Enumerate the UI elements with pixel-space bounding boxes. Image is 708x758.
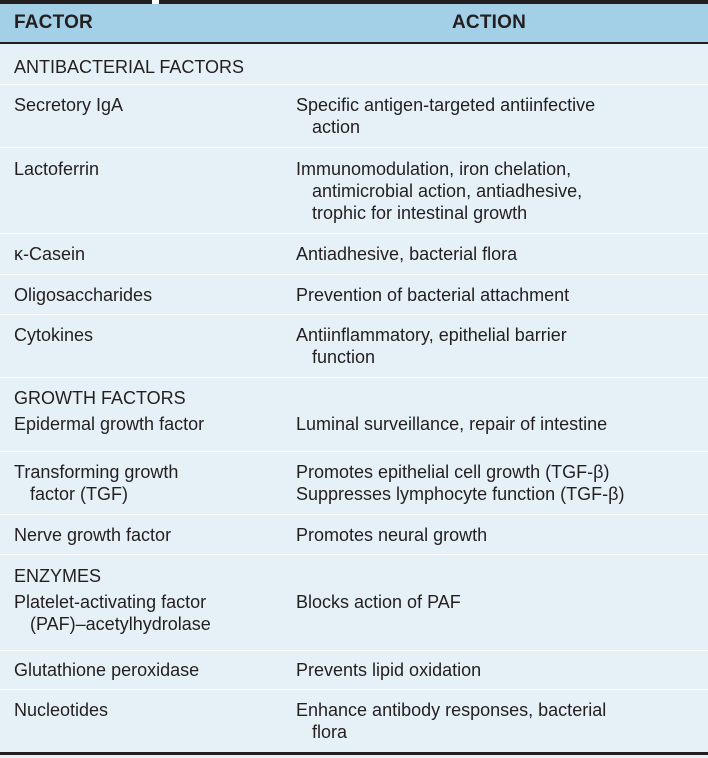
factor-cell: Nerve growth factor [14,524,284,546]
factor-cell: Cytokines [14,324,284,346]
factor-cell: Epidermal growth factor [14,413,284,435]
section-label-growth: GROWTH FACTORS [14,388,186,408]
table-row: Secretory IgA Specific antigen-targeted … [0,85,708,148]
action-cell: Prevents lipid oxidation [296,659,696,681]
action-text: action [312,117,361,137]
table-row: Glutathione peroxidase Prevents lipid ox… [0,651,708,690]
factor-text: Oligosaccharides [14,285,153,305]
action-text: Prevents lipid oxidation [296,660,482,680]
table-row: κ-Casein Antiadhesive, bacterial flora [0,234,708,275]
action-cell: Antiinflammatory, epithelial barrier fun… [296,324,696,368]
section-row-growth: GROWTH FACTORS Epidermal growth factor L… [0,378,708,452]
factor-cell: Nucleotides [14,699,284,721]
factor-text: Secretory IgA [14,95,124,115]
factor-cell: Glutathione peroxidase [14,659,284,681]
action-cell: Promotes neural growth [296,524,696,546]
section-label-enzymes: ENZYMES [14,566,102,586]
action-text: Prevention of bacterial attachment [296,285,570,305]
factor-text: Lactoferrin [14,159,100,179]
action-text: Promotes epithelial cell growth (TGF-β) [296,462,610,482]
factor-text: (PAF)–acetylhydrolase [30,614,211,634]
action-text: antimicrobial action, antiadhesive, [312,181,583,201]
action-cell: Blocks action of PAF [296,591,696,613]
action-text: Antiadhesive, bacterial flora [296,244,518,264]
action-cell: Immunomodulation, iron chelation, antimi… [296,158,696,224]
action-text: Immunomodulation, iron chelation, [296,159,572,179]
table-row: Cytokines Antiinflammatory, epithelial b… [0,315,708,378]
factor-text: Nerve growth factor [14,525,172,545]
action-text: function [312,347,376,367]
factor-cell: Secretory IgA [14,94,284,116]
action-text: Enhance antibody responses, bacterial [296,700,607,720]
action-text: Suppresses lymphocyte function (TGF-β) [296,484,625,504]
factor-text: Cytokines [14,325,94,345]
factor-text: Transforming growth [14,462,179,482]
action-text: Specific antigen-targeted antiinfective [296,95,596,115]
action-text: trophic for intestinal growth [312,203,528,223]
action-cell: Promotes epithelial cell growth (TGF-β) … [296,461,696,505]
section-label-antibacterial: ANTIBACTERIAL FACTORS [14,57,245,77]
table-header: FACTOR ACTION [0,4,708,42]
factor-cell: Transforming growth factor (TGF) [14,461,284,505]
factor-text: Nucleotides [14,700,109,720]
factor-cell: Oligosaccharides [14,284,284,306]
action-cell: Enhance antibody responses, bacterial fl… [296,699,696,743]
action-cell: Specific antigen-targeted antiinfective … [296,94,696,138]
top-rule [0,0,708,4]
header-action: ACTION [452,12,527,33]
header-rule [0,42,708,44]
factor-text: Glutathione peroxidase [14,660,200,680]
table-row: Nucleotides Enhance antibody responses, … [0,690,708,752]
action-text: flora [312,722,348,742]
action-text: Luminal surveillance, repair of intestin… [296,414,608,434]
factor-text: Platelet-activating factor [14,592,207,612]
action-cell: Antiadhesive, bacterial flora [296,243,696,265]
table-row: Lactoferrin Immunomodulation, iron chela… [0,148,708,234]
header-factor: FACTOR [14,12,93,33]
factor-cell: Lactoferrin [14,158,284,180]
table-row: Oligosaccharides Prevention of bacterial… [0,275,708,315]
factor-text: Epidermal growth factor [14,414,205,434]
factor-cell: Platelet-activating factor (PAF)–acetylh… [14,591,284,635]
table-row: Transforming growth factor (TGF) Promote… [0,452,708,515]
factor-cell: κ-Casein [14,243,284,265]
bottom-rule [0,752,708,755]
factor-text: κ-Casein [14,244,86,264]
section-row-antibacterial: ANTIBACTERIAL FACTORS [0,44,708,85]
action-text: Promotes neural growth [296,525,488,545]
section-row-enzymes: ENZYMES Platelet-activating factor (PAF)… [0,555,708,651]
action-text: Antiinflammatory, epithelial barrier [296,325,567,345]
factor-text: factor (TGF) [30,484,128,504]
action-text: Blocks action of PAF [296,592,461,612]
action-cell: Prevention of bacterial attachment [296,284,696,306]
action-cell: Luminal surveillance, repair of intestin… [296,413,696,435]
table-row: Nerve growth factor Promotes neural grow… [0,515,708,555]
